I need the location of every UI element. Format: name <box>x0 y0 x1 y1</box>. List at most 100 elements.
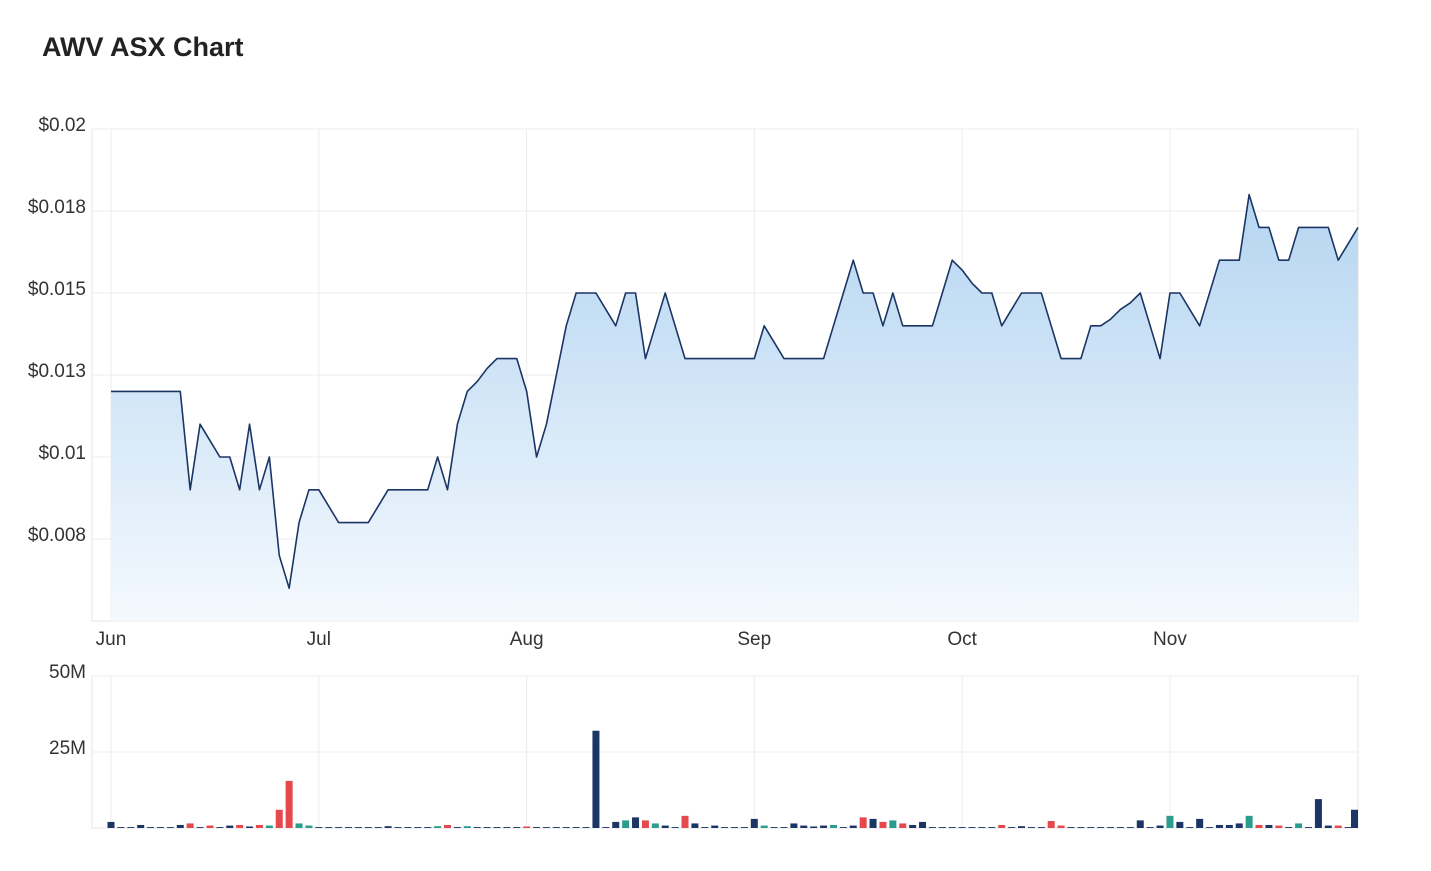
volume-bar <box>1275 825 1283 828</box>
volume-bar <box>156 827 164 828</box>
volume-bar <box>107 821 115 828</box>
volume-bar <box>523 826 531 828</box>
volume-bar <box>176 824 184 828</box>
volume-bar <box>879 821 887 828</box>
volume-bar <box>681 815 689 828</box>
volume-bar <box>166 827 174 828</box>
volume-bar <box>206 825 214 828</box>
volume-bar <box>1324 825 1332 828</box>
y-tick-label: $0.015 <box>28 279 86 300</box>
volume-bar <box>632 817 640 828</box>
volume-bar <box>582 827 590 828</box>
volume-bar <box>533 827 541 828</box>
chart-title: AWV ASX Chart <box>42 32 244 62</box>
volume-bar <box>315 827 323 828</box>
volume-bar <box>513 827 521 828</box>
volume-bar <box>909 824 917 828</box>
volume-bar <box>1235 823 1243 828</box>
volume-bar <box>463 826 471 828</box>
x-tick-label: Sep <box>737 629 771 650</box>
volume-bar <box>1126 827 1134 828</box>
volume-bar <box>483 827 491 828</box>
volume-bar <box>493 827 501 828</box>
volume-bar <box>612 821 620 828</box>
volume-bar <box>1027 827 1035 828</box>
y-tick-label: $0.018 <box>28 197 86 218</box>
volume-bar <box>265 825 273 828</box>
volume-bar <box>1206 827 1214 828</box>
volume-bar <box>196 827 204 828</box>
volume-bar <box>1305 827 1313 828</box>
y-tick-label: $0.013 <box>28 361 86 382</box>
volume-bar <box>305 825 313 828</box>
volume-bar <box>404 827 412 828</box>
volume-bar <box>671 827 679 828</box>
volume-bar <box>721 827 729 828</box>
volume-bar <box>641 820 649 828</box>
volume-bar <box>889 820 897 828</box>
volume-bar <box>820 825 828 828</box>
volume-bar <box>1245 815 1253 828</box>
volume-bar <box>127 827 135 828</box>
volume-bar <box>562 827 570 828</box>
volume-bar <box>790 823 798 828</box>
volume-bar <box>849 825 857 828</box>
volume-bar <box>552 827 560 828</box>
volume-bar <box>542 827 550 828</box>
volume-bar <box>1285 827 1293 828</box>
volume-bar <box>622 820 630 828</box>
volume-bar <box>691 823 699 828</box>
volume-bar <box>1116 827 1124 828</box>
volume-bar <box>1077 827 1085 828</box>
volume-bar <box>839 827 847 828</box>
volume-bar <box>226 825 234 828</box>
volume-bar <box>1176 821 1184 828</box>
volume-bar <box>1047 821 1055 828</box>
volume-bar <box>1314 799 1322 828</box>
volume-bar <box>810 826 818 828</box>
volume-bar <box>335 827 343 828</box>
volume-bar <box>374 827 382 828</box>
volume-bar <box>958 827 966 828</box>
volume-bar <box>424 827 432 828</box>
volume-bar <box>275 809 283 828</box>
volume-bar <box>137 824 145 828</box>
volume-bar <box>869 818 877 828</box>
volume-bar <box>1037 827 1045 828</box>
volume-bar <box>701 827 709 828</box>
y-tick-label: $0.01 <box>38 443 86 464</box>
volume-bar <box>1087 827 1095 828</box>
volume-bar <box>216 827 224 828</box>
volume-bar <box>1067 827 1075 828</box>
volume-bar <box>434 826 442 828</box>
volume-bar <box>1097 827 1105 828</box>
volume-bar <box>800 825 808 828</box>
volume-bar <box>780 827 788 828</box>
volume-bar <box>236 824 244 828</box>
volume-bar <box>859 817 867 828</box>
x-tick-label: Jul <box>307 629 331 650</box>
volume-bar <box>968 827 976 828</box>
volume-bar <box>1196 818 1204 828</box>
volume-bar <box>1295 823 1303 828</box>
price-line <box>111 193 1359 589</box>
volume-bar <box>473 827 481 828</box>
x-tick-label: Nov <box>1153 629 1187 650</box>
volume-bar <box>998 824 1006 828</box>
volume-bar <box>503 827 511 828</box>
y-tick-label: $0.008 <box>28 525 86 546</box>
volume-bar <box>384 826 392 828</box>
volume-bar <box>592 730 600 828</box>
volume-bar <box>1107 827 1115 828</box>
volume-bar <box>1265 824 1273 828</box>
volume-bar <box>354 827 362 828</box>
volume-bar <box>1166 815 1174 828</box>
volume-bar <box>572 827 580 828</box>
volume-bar <box>246 826 254 828</box>
x-tick-label: Jun <box>96 629 127 650</box>
volume-bar <box>1215 824 1223 828</box>
volume-bar <box>938 827 946 828</box>
volume-bar <box>988 827 996 828</box>
volume-bar <box>1136 820 1144 828</box>
volume-bar <box>186 823 194 828</box>
